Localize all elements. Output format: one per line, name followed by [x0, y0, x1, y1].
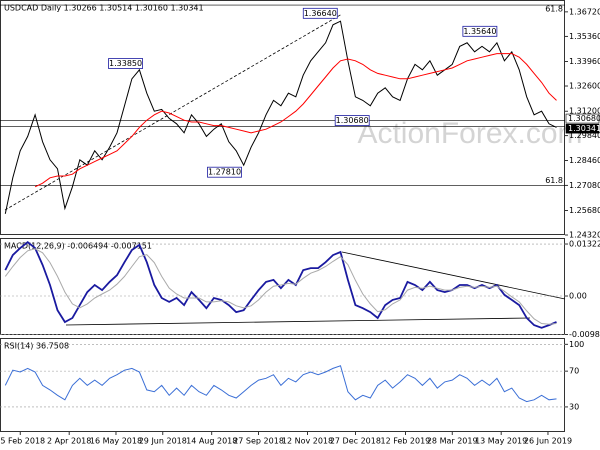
x-tick-label: 27 Dec 2018 — [330, 437, 381, 446]
y-tick-label: 0.013229 — [569, 240, 600, 249]
panel-title: USDCAD Daily 1.30266 1.30514 1.30160 1.3… — [4, 4, 204, 13]
y-tick-label: 1.28460 — [569, 156, 600, 165]
y-tick-label: 1.35360 — [569, 32, 600, 41]
y-tick-label: 1.27080 — [569, 181, 600, 190]
series-line — [4, 241, 557, 329]
y-tick-label: 1.32600 — [569, 82, 600, 91]
x-tick-label: 29 Jun 2018 — [139, 437, 187, 446]
x-tick-label: 12 Nov 2018 — [282, 437, 333, 446]
y-tick-label: -0.00982 — [569, 330, 600, 339]
series-line — [4, 365, 557, 403]
price-marker-label: 1.30341 — [568, 124, 600, 133]
x-tick-label: 14 Aug 2018 — [186, 437, 237, 446]
panel-title: MACD(12,26,9) -0.006494 -0.007151 — [4, 242, 152, 251]
level-label: 61.8 — [545, 5, 563, 14]
y-tick-label: 1.33960 — [569, 57, 600, 66]
y-tick-label: 1.24320 — [569, 231, 600, 240]
panel-title: RSI(14) 36.7508 — [4, 342, 69, 351]
x-tick-label: 27 Sep 2018 — [233, 437, 284, 446]
y-tick-label: 30 — [569, 402, 579, 411]
x-tick-label: 15 Feb 2018 — [0, 437, 45, 446]
annotation-box — [108, 58, 143, 69]
x-tick-label: 13 May 2019 — [475, 437, 527, 446]
trend-line — [65, 317, 531, 326]
y-tick-label: 1.29840 — [569, 131, 600, 140]
level-label: 61.8 — [545, 176, 563, 185]
annotation-box — [462, 25, 498, 37]
y-tick-label: 1.31200 — [569, 107, 600, 116]
price-marker-label: 1.30680 — [568, 114, 600, 123]
price-marker-box — [565, 113, 600, 124]
y-tick-label: 1.36720 — [569, 7, 600, 16]
series-line — [4, 248, 557, 325]
annotation-label: 1.30680 — [336, 116, 369, 125]
series-line — [4, 20, 557, 214]
annotation-label: 1.35640 — [463, 27, 496, 36]
annotation-label: 1.27810 — [208, 168, 241, 177]
y-tick-label: 100 — [569, 340, 584, 349]
annotation-box — [334, 115, 370, 126]
annotation-box — [302, 7, 338, 19]
panel-frame — [0, 0, 565, 235]
x-tick-label: 26 Jun 2019 — [524, 437, 572, 446]
x-tick-label: 2 Apr 2018 — [47, 437, 91, 446]
y-tick-label: 70 — [569, 367, 579, 376]
watermark: ActionForex.com — [357, 117, 582, 150]
annotation-label: 1.36640 — [304, 9, 337, 18]
y-tick-label: 1.25680 — [569, 206, 600, 215]
annotation-box — [207, 166, 242, 178]
panel-frame — [0, 338, 565, 432]
price-marker-box — [565, 123, 600, 134]
x-tick-label: 28 Mar 2019 — [427, 437, 478, 446]
panel-frame — [0, 238, 565, 335]
x-tick-label: 12 Feb 2019 — [380, 437, 430, 446]
annotation-label: 1.33850 — [109, 59, 142, 68]
y-tick-label: 0.00 — [569, 292, 587, 301]
trend-line — [341, 251, 566, 300]
x-tick-label: 16 May 2018 — [90, 437, 142, 446]
series-line — [34, 53, 557, 188]
